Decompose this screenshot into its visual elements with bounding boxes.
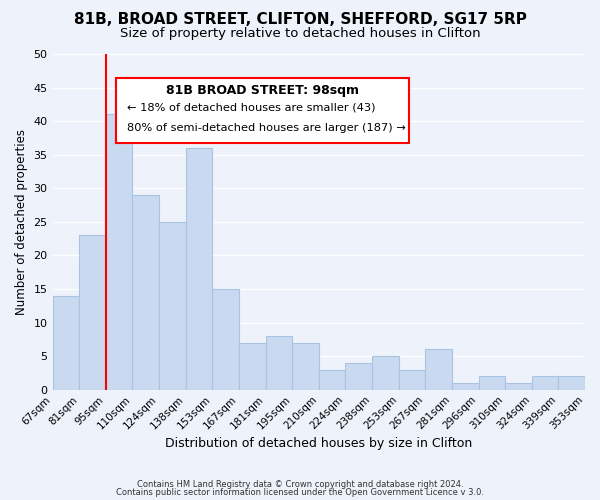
Bar xyxy=(346,363,372,390)
Bar xyxy=(292,342,319,390)
Bar xyxy=(559,376,585,390)
FancyBboxPatch shape xyxy=(116,78,409,143)
Text: Contains public sector information licensed under the Open Government Licence v : Contains public sector information licen… xyxy=(116,488,484,497)
Bar xyxy=(319,370,346,390)
Bar xyxy=(479,376,505,390)
Bar xyxy=(239,342,266,390)
Bar xyxy=(505,383,532,390)
Bar xyxy=(398,370,425,390)
Bar xyxy=(212,289,239,390)
Bar xyxy=(79,236,106,390)
Bar xyxy=(425,350,452,390)
Bar xyxy=(372,356,398,390)
Text: 81B BROAD STREET: 98sqm: 81B BROAD STREET: 98sqm xyxy=(166,84,359,97)
Bar xyxy=(532,376,559,390)
Bar xyxy=(452,383,479,390)
Text: 81B, BROAD STREET, CLIFTON, SHEFFORD, SG17 5RP: 81B, BROAD STREET, CLIFTON, SHEFFORD, SG… xyxy=(74,12,526,28)
Bar xyxy=(133,195,159,390)
X-axis label: Distribution of detached houses by size in Clifton: Distribution of detached houses by size … xyxy=(165,437,472,450)
Bar xyxy=(159,222,185,390)
Text: Contains HM Land Registry data © Crown copyright and database right 2024.: Contains HM Land Registry data © Crown c… xyxy=(137,480,463,489)
Text: Size of property relative to detached houses in Clifton: Size of property relative to detached ho… xyxy=(119,28,481,40)
Text: 80% of semi-detached houses are larger (187) →: 80% of semi-detached houses are larger (… xyxy=(127,123,406,133)
Text: ← 18% of detached houses are smaller (43): ← 18% of detached houses are smaller (43… xyxy=(127,102,376,113)
Y-axis label: Number of detached properties: Number of detached properties xyxy=(15,129,28,315)
Bar xyxy=(185,148,212,390)
Bar xyxy=(266,336,292,390)
Bar xyxy=(106,114,133,390)
Bar xyxy=(53,296,79,390)
